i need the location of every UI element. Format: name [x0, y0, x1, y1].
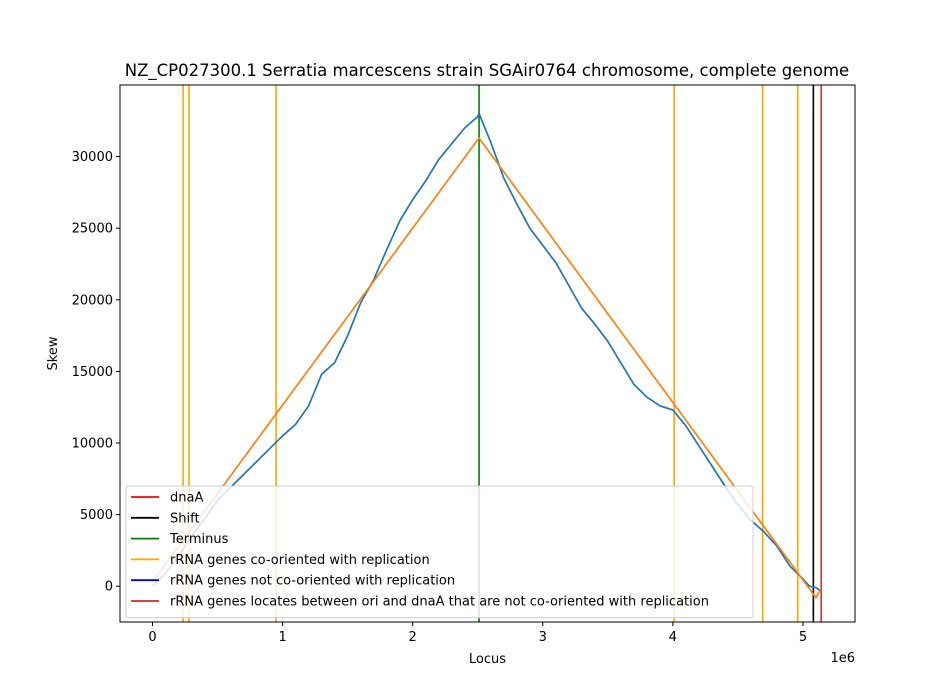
y-tick-label: 5000 [80, 508, 113, 523]
x-axis-label: Locus [469, 652, 506, 667]
x-tick-label: 0 [148, 630, 156, 645]
legend-label: rRNA genes co-oriented with replication [170, 553, 430, 568]
legend: dnaA Shift Terminus rRNA genes co-oriented … [125, 485, 754, 619]
y-tick-label: 30000 [72, 150, 113, 165]
y-tick-label: 0 [105, 580, 113, 595]
y-tick-label: 15000 [72, 365, 113, 380]
legend-box [125, 485, 754, 619]
y-axis: 0 5000 10000 15000 20000 25000 30000 [72, 150, 120, 595]
x-tick-label: 3 [539, 630, 547, 645]
series-line-1 [151, 137, 821, 599]
x-axis: 0 1 2 3 4 5 [148, 622, 807, 645]
y-axis-label: Skew [46, 336, 61, 370]
legend-label: dnaA [170, 491, 203, 506]
axes-frame [119, 84, 856, 623]
x-axis-offset-label: 1e6 [830, 651, 855, 666]
x-tick-label: 2 [409, 630, 417, 645]
legend-label: rRNA genes not co-oriented with replicat… [170, 574, 455, 589]
y-tick-label: 20000 [72, 293, 113, 308]
y-tick-label: 10000 [72, 437, 113, 452]
y-tick-label: 25000 [72, 222, 113, 237]
x-tick-label: 1 [278, 630, 286, 645]
legend-label: rRNA genes locates between ori and dnaA … [170, 595, 709, 610]
legend-label: Shift [170, 511, 200, 526]
legend-label: Terminus [169, 532, 229, 547]
chart-title: NZ_CP027300.1 Serratia marcescens strain… [125, 61, 849, 81]
x-tick-label: 4 [669, 630, 677, 645]
x-tick-label: 5 [799, 630, 807, 645]
